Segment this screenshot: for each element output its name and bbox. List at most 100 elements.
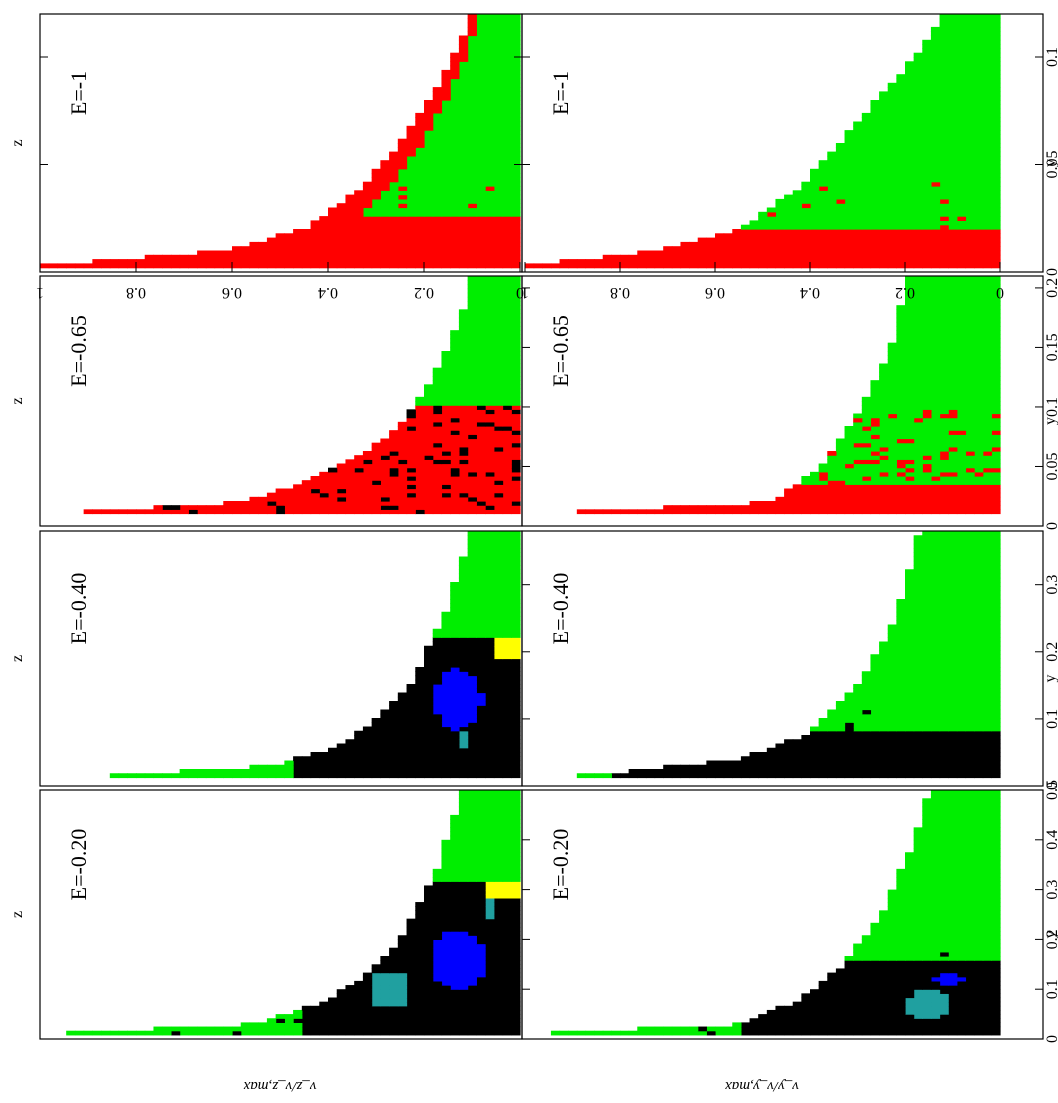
orbit-cell [485,864,495,870]
orbit-cell [467,573,477,579]
orbit-cell [424,735,434,740]
orbit-cell [397,254,408,260]
orbit-cell [380,709,390,715]
orbit-cell [362,756,373,762]
orbit-cell [389,160,399,166]
orbit-cell [939,18,949,24]
orbit-cell [362,259,373,264]
orbit-cell [827,160,837,166]
orbit-cell [991,168,1001,174]
orbit-cell [689,254,699,260]
orbit-cell [415,760,425,766]
orbit-cell [930,125,941,131]
orbit-cell [913,246,923,252]
orbit-cell [801,181,811,187]
orbit-cell [345,1001,355,1007]
orbit-cell [458,713,469,719]
orbit-cell [476,112,486,118]
orbit-cell [956,155,967,161]
orbit-cell [153,509,163,515]
orbit-cell [424,650,434,655]
orbit-cell [476,701,486,706]
orbit-cell [697,241,707,247]
orbit-cell [476,31,486,37]
orbit-cell [336,747,347,753]
orbit-cell [371,263,381,269]
orbit-cell [450,705,460,711]
orbit-cell [930,496,941,502]
orbit-cell [389,434,399,440]
orbit-cell [450,743,460,749]
orbit-cell [502,922,512,928]
orbit-cell [948,241,958,247]
orbit-cell [956,138,967,144]
orbit-cell [424,455,434,460]
orbit-cell [467,531,477,536]
orbit-cell [467,856,477,862]
orbit-cell [861,207,872,213]
orbit-cell [467,409,477,415]
orbit-cell [502,947,512,953]
orbit-cell [406,964,416,970]
orbit-cell [913,471,923,477]
orbit-cell [328,480,338,485]
orbit-cell [450,902,460,907]
orbit-cell [336,509,347,515]
orbit-cell [441,207,451,213]
orbit-cell [467,459,477,465]
orbit-cell [511,943,521,949]
orbit-cell [493,476,504,481]
orbit-cell [956,52,967,58]
orbit-cell [879,211,889,217]
orbit-cell [654,259,664,264]
orbit-cell [467,104,477,110]
orbit-cell [502,769,512,774]
orbit-cell [511,108,521,114]
orbit-cell [870,250,880,256]
orbit-cell [458,819,469,824]
orbit-cell [432,701,443,706]
orbit-cell [905,198,915,204]
orbit-cell [870,216,880,221]
orbit-cell [784,509,794,515]
orbit-cell [493,342,504,348]
orbit-cell [982,501,992,506]
orbit-cell [301,1030,312,1036]
orbit-cell [415,922,425,928]
orbit-cell [896,95,906,101]
orbit-cell [784,237,794,243]
orbit-cell [458,939,469,945]
orbit-cell [301,259,312,264]
orbit-cell [939,160,949,166]
orbit-cell [502,926,512,932]
orbit-cell [502,885,512,891]
orbit-cell [956,496,967,502]
orbit-cell [476,177,486,183]
orbit-cell [493,713,504,719]
orbit-cell [450,168,460,174]
orbit-cell [982,203,992,209]
orbit-cell [380,203,390,209]
orbit-cell [389,430,399,435]
orbit-cell [397,972,408,978]
orbit-cell [458,582,469,587]
orbit-cell [301,488,312,494]
orbit-cell [328,773,338,779]
orbit-cell [585,509,595,515]
orbit-cell [485,14,495,19]
orbit-cell [853,496,863,502]
orbit-cell [844,492,854,498]
orbit-cell [458,143,469,148]
orbit-cell [476,535,486,541]
orbit-cell [450,190,460,196]
orbit-cell [887,82,897,88]
orbit-cell [965,492,975,498]
orbit-cell [450,760,460,766]
orbit-cell [441,773,451,779]
orbit-cell [502,496,512,502]
orbit-cell [467,760,477,766]
orbit-cell [415,216,425,221]
orbit-cell [450,371,460,377]
orbit-cell [493,496,504,502]
orbit-cell [467,747,477,753]
